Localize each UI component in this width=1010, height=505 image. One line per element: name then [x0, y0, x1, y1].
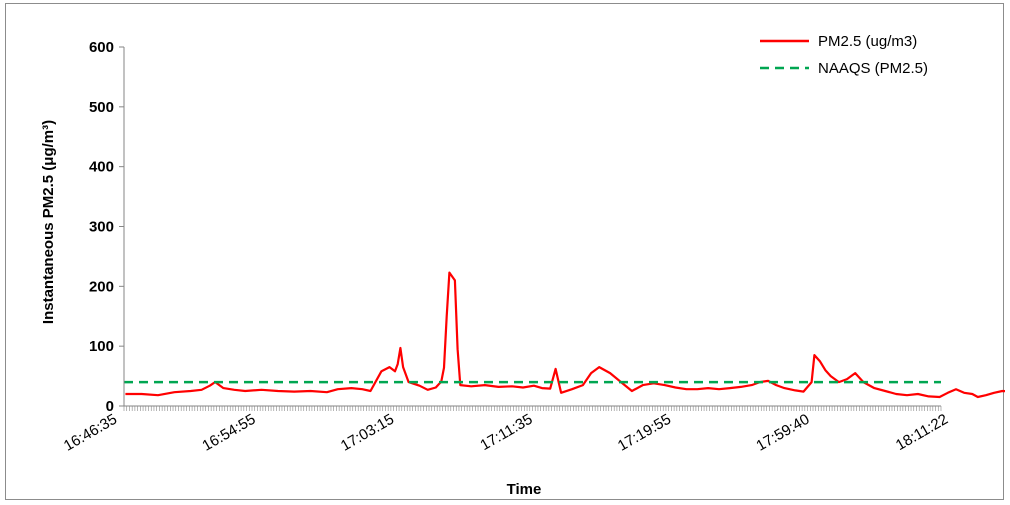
- y-tick-label: 200: [89, 278, 114, 295]
- y-tick-label: 100: [89, 338, 114, 355]
- pm25-series-line: [125, 271, 1005, 399]
- x-axis-tick-labels: 16:46:35 16:54:55 17:03:15 17:11:35 17:19:55…: [61, 411, 951, 455]
- y-tick-label: 400: [89, 159, 114, 176]
- line-chart: 0 100 200 300 400 500 600 16:46:35 16:54:55 17:0…: [40, 33, 1005, 498]
- y-tick-label: 300: [89, 219, 114, 236]
- legend-label: PM2.5 (ug/m3): [818, 33, 917, 50]
- x-tick-label: 17:59:40: [753, 411, 812, 455]
- y-tick-label: 0: [106, 398, 114, 415]
- x-tick-label: 17:11:35: [477, 411, 535, 454]
- y-tick-label: 600: [89, 39, 114, 56]
- y-tick-label: 500: [89, 99, 114, 116]
- x-tick-label: 16:54:55: [199, 411, 258, 455]
- x-tick-label: 17:03:15: [338, 411, 397, 455]
- y-axis-ticks: 0 100 200 300 400 500 600: [89, 39, 124, 415]
- chart-frame: 0 100 200 300 400 500 600 16:46:35 16:54:55 17:0…: [5, 3, 1005, 500]
- legend-label: NAAQS (PM2.5): [818, 60, 928, 77]
- plot-lines: [124, 271, 1005, 399]
- x-axis-title: Time: [507, 481, 542, 498]
- y-axis-title: Instantaneous PM2.5 (μg/m³): [40, 120, 57, 324]
- x-tick-label: 16:46:35: [61, 411, 120, 455]
- x-axis-minor-ticks: [123, 406, 942, 411]
- x-tick-label: 18:11:22: [893, 411, 951, 454]
- x-tick-label: 17:19:55: [615, 411, 674, 455]
- legend: PM2.5 (ug/m3) NAAQS (PM2.5): [760, 33, 928, 77]
